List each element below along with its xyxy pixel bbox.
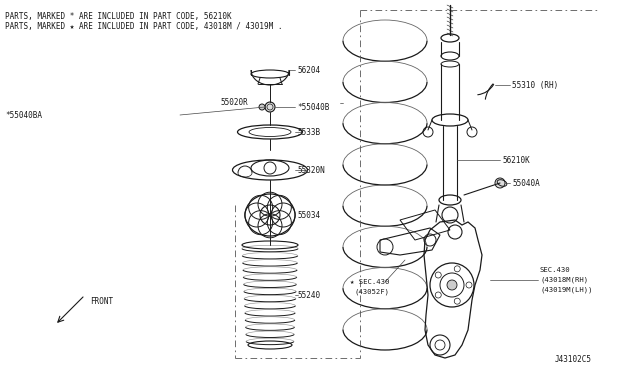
Text: (43019M(LH)): (43019M(LH)) [540, 287, 593, 293]
Circle shape [265, 102, 275, 112]
Text: ★ SEC.430: ★ SEC.430 [350, 279, 389, 285]
Circle shape [259, 104, 265, 110]
Text: FRONT: FRONT [90, 298, 113, 307]
Text: (43052F): (43052F) [354, 289, 389, 295]
Text: 56210K: 56210K [502, 155, 530, 164]
Text: 55034: 55034 [297, 211, 320, 219]
Text: *55040BA: *55040BA [5, 110, 42, 119]
Text: 55040A: 55040A [512, 179, 540, 187]
Text: PARTS, MARKED * ARE INCLUDED IN PART CODE, 56210K: PARTS, MARKED * ARE INCLUDED IN PART COD… [5, 12, 232, 21]
Text: 55020R: 55020R [220, 98, 248, 107]
Text: 56204: 56204 [297, 65, 320, 74]
Text: *55040B: *55040B [297, 103, 330, 112]
Text: J43102C5: J43102C5 [555, 356, 592, 365]
Circle shape [447, 280, 457, 290]
Text: 55320N: 55320N [297, 166, 324, 174]
Text: 5533B: 5533B [297, 128, 320, 137]
Text: 55240: 55240 [297, 291, 320, 299]
Text: (43018M(RH): (43018M(RH) [540, 277, 588, 283]
Text: 55310 (RH): 55310 (RH) [512, 80, 558, 90]
Text: PARTS, MARKED ★ ARE INCLUDED IN PART CODE, 43018M / 43019M .: PARTS, MARKED ★ ARE INCLUDED IN PART COD… [5, 22, 282, 31]
Circle shape [495, 178, 505, 188]
Text: SEC.430: SEC.430 [540, 267, 571, 273]
